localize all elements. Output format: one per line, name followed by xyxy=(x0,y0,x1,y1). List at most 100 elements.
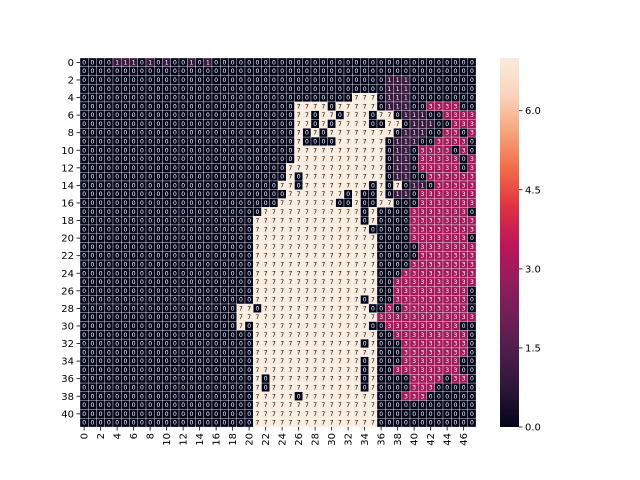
cell-annotation: 0 xyxy=(371,86,375,93)
cell-annotation: 3 xyxy=(429,349,433,356)
cell-annotation: 0 xyxy=(264,130,268,137)
cell-annotation: 0 xyxy=(214,182,218,189)
cell-annotation: 7 xyxy=(363,420,367,427)
cell-annotation: 1 xyxy=(396,86,400,93)
cell-annotation: 0 xyxy=(90,332,94,339)
cell-annotation: 0 xyxy=(156,270,160,277)
cell-annotation: 0 xyxy=(214,244,218,251)
cell-annotation: 0 xyxy=(148,358,152,365)
cell-annotation: 0 xyxy=(470,68,474,75)
cell-annotation: 7 xyxy=(305,165,309,172)
cell-annotation: 1 xyxy=(396,165,400,172)
cell-annotation: 3 xyxy=(445,358,449,365)
cell-annotation: 0 xyxy=(140,279,144,286)
cell-annotation: 0 xyxy=(206,393,210,400)
x-tick-label: 34 xyxy=(360,433,371,446)
cell-annotation: 3 xyxy=(420,367,424,374)
cell-annotation: 7 xyxy=(255,402,259,409)
cell-annotation: 0 xyxy=(231,86,235,93)
cell-annotation: 3 xyxy=(412,235,416,242)
cell-annotation: 0 xyxy=(288,130,292,137)
cell-annotation: 0 xyxy=(189,288,193,295)
cell-annotation: 7 xyxy=(288,341,292,348)
cell-annotation: 3 xyxy=(445,147,449,154)
cell-annotation: 0 xyxy=(288,112,292,119)
cell-annotation: 7 xyxy=(354,112,358,119)
cell-annotation: 7 xyxy=(305,103,309,110)
cell-annotation: 7 xyxy=(305,314,309,321)
cell-annotation: 0 xyxy=(239,191,243,198)
cell-annotation: 7 xyxy=(280,341,284,348)
cell-annotation: 7 xyxy=(264,261,268,268)
cell-annotation: 7 xyxy=(280,367,284,374)
cell-annotation: 0 xyxy=(214,130,218,137)
cell-annotation: 7 xyxy=(264,235,268,242)
cell-annotation: 0 xyxy=(231,182,235,189)
cell-annotation: 0 xyxy=(255,138,259,145)
cell-annotation: 0 xyxy=(222,341,226,348)
cell-annotation: 0 xyxy=(214,235,218,242)
cell-annotation: 0 xyxy=(132,270,136,277)
cell-annotation: 0 xyxy=(148,279,152,286)
cell-annotation: 0 xyxy=(305,130,309,137)
cell-annotation: 0 xyxy=(173,174,177,181)
cell-annotation: 0 xyxy=(90,68,94,75)
cell-annotation: 0 xyxy=(189,218,193,225)
cell-annotation: 0 xyxy=(214,341,218,348)
cell-annotation: 0 xyxy=(115,279,119,286)
cell-annotation: 0 xyxy=(231,200,235,207)
cell-annotation: 0 xyxy=(115,244,119,251)
cell-annotation: 0 xyxy=(123,121,127,128)
cell-annotation: 0 xyxy=(379,305,383,312)
cell-annotation: 0 xyxy=(165,358,169,365)
cell-annotation: 0 xyxy=(148,288,152,295)
cell-annotation: 0 xyxy=(198,182,202,189)
cell-annotation: 0 xyxy=(396,218,400,225)
cell-annotation: 0 xyxy=(156,103,160,110)
cell-annotation: 7 xyxy=(346,182,350,189)
cell-annotation: 7 xyxy=(264,314,268,321)
cell-annotation: 7 xyxy=(280,270,284,277)
cell-annotation: 0 xyxy=(173,384,177,391)
cell-annotation: 7 xyxy=(297,191,301,198)
cell-annotation: 7 xyxy=(387,200,391,207)
cell-annotation: 0 xyxy=(82,218,86,225)
cell-annotation: 0 xyxy=(132,165,136,172)
cell-annotation: 0 xyxy=(181,367,185,374)
cell-annotation: 7 xyxy=(297,314,301,321)
cell-annotation: 0 xyxy=(231,297,235,304)
cell-annotation: 3 xyxy=(445,332,449,339)
cell-annotation: 0 xyxy=(165,68,169,75)
cell-annotation: 0 xyxy=(387,393,391,400)
cell-annotation: 0 xyxy=(396,244,400,251)
cell-annotation: 0 xyxy=(420,95,424,102)
cell-annotation: 0 xyxy=(272,165,276,172)
cell-annotation: 0 xyxy=(214,138,218,145)
cell-annotation: 7 xyxy=(321,261,325,268)
cell-annotation: 0 xyxy=(107,393,111,400)
cell-annotation: 0 xyxy=(387,209,391,216)
y-tick-label: 22 xyxy=(61,251,74,262)
cell-annotation: 3 xyxy=(453,376,457,383)
cell-annotation: 0 xyxy=(470,411,474,418)
cell-annotation: 0 xyxy=(420,420,424,427)
cell-annotation: 0 xyxy=(214,384,218,391)
cell-annotation: 0 xyxy=(206,270,210,277)
cell-annotation: 3 xyxy=(404,305,408,312)
cell-annotation: 0 xyxy=(247,156,251,163)
cell-annotation: 0 xyxy=(453,68,457,75)
cell-annotation: 7 xyxy=(288,305,292,312)
cell-annotation: 0 xyxy=(132,332,136,339)
cell-annotation: 0 xyxy=(115,191,119,198)
cell-annotation: 0 xyxy=(107,112,111,119)
cell-annotation: 3 xyxy=(470,218,474,225)
y-tick-label: 24 xyxy=(61,269,74,280)
cell-annotation: 0 xyxy=(90,130,94,137)
cell-annotation: 0 xyxy=(264,77,268,84)
cell-annotation: 0 xyxy=(222,297,226,304)
cell-annotation: 7 xyxy=(297,261,301,268)
cell-annotation: 3 xyxy=(429,270,433,277)
cell-annotation: 0 xyxy=(214,349,218,356)
cell-annotation: 7 xyxy=(354,165,358,172)
cell-annotation: 1 xyxy=(396,103,400,110)
